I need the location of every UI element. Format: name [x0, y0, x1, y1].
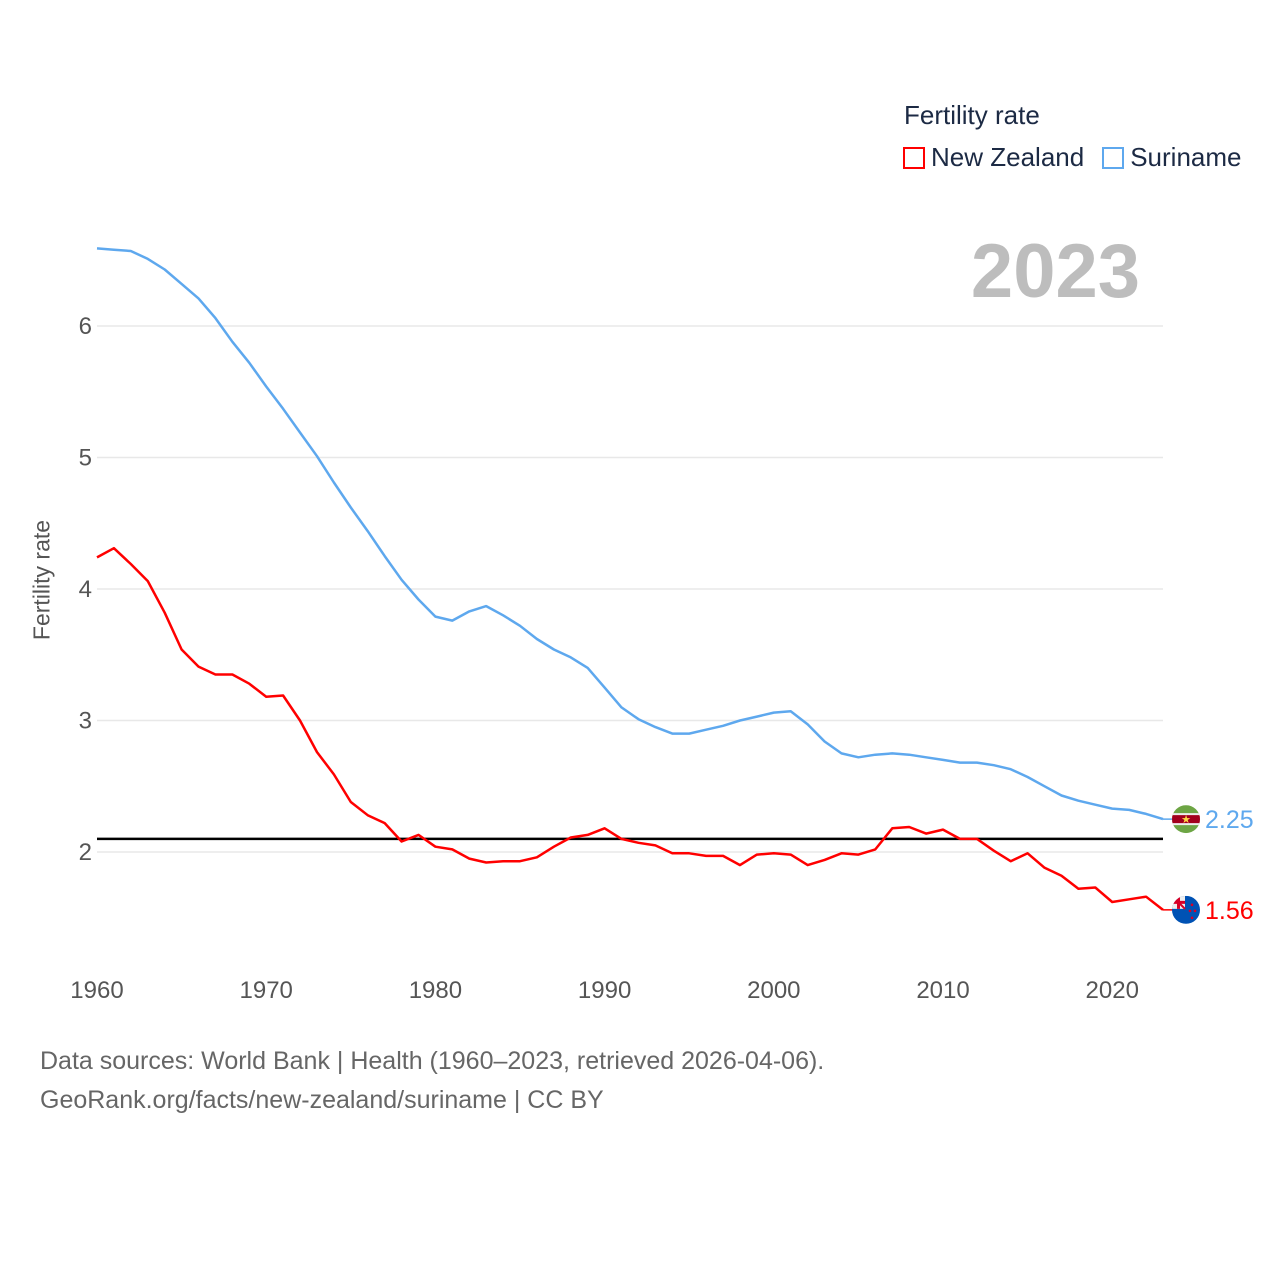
x-tick-label: 1980 — [409, 977, 462, 1004]
legend-label: New Zealand — [931, 142, 1085, 172]
y-tick-label: 4 — [79, 576, 92, 603]
suriname-flag-icon: ★ — [1172, 805, 1200, 834]
x-tick-label: 2020 — [1086, 977, 1139, 1004]
series-line-suriname — [96, 247, 1164, 821]
x-tick-label: 2010 — [916, 977, 969, 1004]
svg-text:★: ★ — [1181, 814, 1191, 826]
y-tick-label: 6 — [79, 313, 92, 340]
legend-item-suriname[interactable]: Suriname — [1102, 142, 1241, 173]
chart-title-year: 2023 — [970, 229, 1140, 314]
x-tick-label: 1970 — [240, 977, 293, 1004]
x-tick-label: 1990 — [578, 977, 631, 1004]
end-value-label: 1.56 — [1205, 897, 1254, 925]
legend-swatch — [1102, 146, 1125, 169]
legend-item-new-zealand[interactable]: New Zealand — [903, 142, 1084, 173]
footer-sources: Data sources: World Bank | Health (1960–… — [40, 1047, 825, 1075]
series-line-new-zealand — [96, 546, 1164, 911]
new-zealand-flag-icon — [1172, 895, 1200, 924]
y-tick-label: 2 — [79, 839, 92, 866]
y-tick-label: 3 — [79, 708, 92, 735]
x-tick-label: 1960 — [70, 977, 123, 1004]
legend-swatch — [903, 146, 925, 169]
footer: Data sources: World Bank | Health (1960–… — [40, 1042, 824, 1120]
legend-title: Fertility rate — [904, 100, 1040, 130]
y-tick-label: 5 — [79, 445, 92, 472]
x-tick-label: 2000 — [747, 977, 800, 1004]
footer-link[interactable]: GeoRank.org/facts/new-zealand/suriname |… — [40, 1086, 604, 1114]
end-value-label: 2.25 — [1205, 806, 1254, 834]
legend: New Zealand Suriname — [903, 142, 1241, 173]
legend-label: Suriname — [1130, 142, 1242, 172]
